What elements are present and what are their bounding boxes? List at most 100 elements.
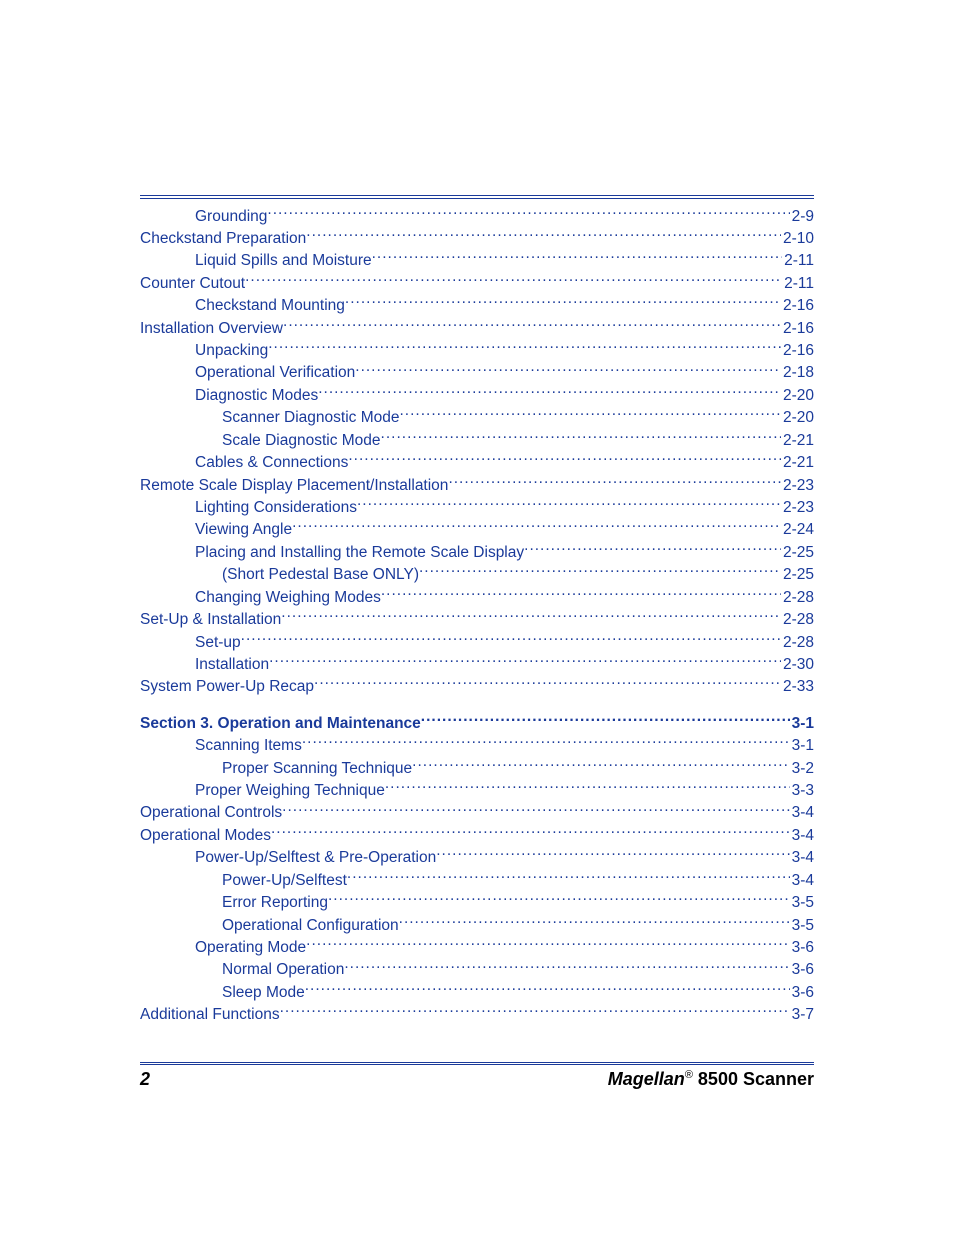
toc-entry-label: Grounding bbox=[195, 207, 267, 228]
document-page: Grounding 2-9Checkstand Preparation 2-10… bbox=[0, 0, 954, 1235]
toc-entry[interactable]: Scanning Items 3-1 bbox=[140, 735, 814, 757]
toc-leader-dots bbox=[245, 272, 782, 288]
toc-entry-page: 3-1 bbox=[790, 736, 814, 757]
toc-entry[interactable]: Diagnostic Modes 2-20 bbox=[140, 384, 814, 406]
toc-entry-page: 3-6 bbox=[790, 960, 814, 981]
toc-leader-dots bbox=[448, 474, 781, 490]
toc-entry-page: 2-28 bbox=[781, 633, 814, 654]
toc-leader-dots bbox=[268, 340, 781, 356]
toc-entry[interactable]: Viewing Angle 2-24 bbox=[140, 519, 814, 541]
toc-leader-dots bbox=[348, 452, 781, 468]
toc-leader-dots bbox=[328, 892, 790, 908]
toc-entry-page: 2-20 bbox=[781, 408, 814, 429]
toc-entry-label: System Power-Up Recap bbox=[140, 677, 314, 698]
toc-entry-page: 3-4 bbox=[790, 803, 814, 824]
toc-entry-page: 3-4 bbox=[790, 826, 814, 847]
toc-entry[interactable]: Scale Diagnostic Mode 2-21 bbox=[140, 429, 814, 451]
toc-leader-dots bbox=[381, 586, 781, 602]
toc-leader-dots bbox=[306, 227, 781, 243]
toc-entry[interactable]: Operating Mode 3-6 bbox=[140, 937, 814, 959]
toc-entry[interactable]: Section 3. Operation and Maintenance 3-1 bbox=[140, 712, 814, 734]
toc-entry[interactable]: Installation Overview 2-16 bbox=[140, 317, 814, 339]
toc-leader-dots bbox=[421, 712, 790, 728]
toc-entry[interactable]: Installation 2-30 bbox=[140, 653, 814, 675]
toc-entry[interactable]: Operational Modes 3-4 bbox=[140, 824, 814, 846]
toc-entry[interactable]: Error Reporting 3-5 bbox=[140, 892, 814, 914]
toc-entry-page: 2-23 bbox=[781, 498, 814, 519]
toc-entry-page: 3-5 bbox=[790, 893, 814, 914]
toc-entry-page: 3-2 bbox=[790, 759, 814, 780]
toc-leader-dots bbox=[306, 937, 789, 953]
toc-entry-page: 2-16 bbox=[781, 319, 814, 340]
toc-entry[interactable]: Checkstand Mounting 2-16 bbox=[140, 295, 814, 317]
toc-leader-dots bbox=[400, 407, 781, 423]
toc-entry[interactable]: Lighting Considerations 2-23 bbox=[140, 496, 814, 518]
toc-leader-dots bbox=[269, 653, 781, 669]
toc-entry[interactable]: Operational Controls 3-4 bbox=[140, 802, 814, 824]
toc-entry-label: Operational Configuration bbox=[222, 916, 399, 937]
toc-entry[interactable]: Placing and Installing the Remote Scale … bbox=[140, 541, 814, 563]
toc-section-gap bbox=[140, 698, 814, 712]
toc-entry[interactable]: Unpacking 2-16 bbox=[140, 340, 814, 362]
page-footer: 2 Magellan® 8500 Scanner bbox=[140, 1062, 814, 1090]
toc-entry[interactable]: Cables & Connections 2-21 bbox=[140, 452, 814, 474]
toc-entry[interactable]: (Short Pedestal Base ONLY) 2-25 bbox=[140, 564, 814, 586]
toc-entry-page: 3-1 bbox=[790, 714, 814, 735]
toc-entry[interactable]: Changing Weighing Modes 2-28 bbox=[140, 586, 814, 608]
toc-entry[interactable]: Power-Up/Selftest 3-4 bbox=[140, 869, 814, 891]
toc-entry-label: Installation Overview bbox=[140, 319, 283, 340]
toc-entry-page: 2-21 bbox=[781, 453, 814, 474]
footer-brand: Magellan bbox=[608, 1069, 685, 1089]
toc-leader-dots bbox=[381, 429, 781, 445]
toc-entry[interactable]: Proper Weighing Technique 3-3 bbox=[140, 780, 814, 802]
toc-leader-dots bbox=[344, 959, 789, 975]
toc-entry-page: 3-3 bbox=[790, 781, 814, 802]
toc-entry-label: Sleep Mode bbox=[222, 983, 305, 1004]
top-divider bbox=[140, 195, 814, 199]
toc-entry-page: 2-11 bbox=[782, 274, 814, 295]
toc-entry-label: Checkstand Mounting bbox=[195, 296, 345, 317]
toc-entry-page: 3-4 bbox=[790, 848, 814, 869]
toc-leader-dots bbox=[399, 914, 790, 930]
toc-entry[interactable]: Checkstand Preparation 2-10 bbox=[140, 227, 814, 249]
toc-entry-label: (Short Pedestal Base ONLY) bbox=[222, 565, 419, 586]
toc-entry-label: Proper Weighing Technique bbox=[195, 781, 385, 802]
toc-entry[interactable]: Operational Verification 2-18 bbox=[140, 362, 814, 384]
toc-entry-label: Power-Up/Selftest & Pre-Operation bbox=[195, 848, 436, 869]
toc-entry-page: 2-33 bbox=[781, 677, 814, 698]
toc-entry-label: Power-Up/Selftest bbox=[222, 871, 347, 892]
toc-entry[interactable]: Power-Up/Selftest & Pre-Operation 3-4 bbox=[140, 847, 814, 869]
toc-entry[interactable]: Operational Configuration 3-5 bbox=[140, 914, 814, 936]
toc-entry-page: 3-6 bbox=[790, 983, 814, 1004]
toc-entry-page: 2-16 bbox=[781, 341, 814, 362]
toc-entry-label: Operating Mode bbox=[195, 938, 306, 959]
toc-entry[interactable]: Normal Operation 3-6 bbox=[140, 959, 814, 981]
toc-entry[interactable]: Sleep Mode 3-6 bbox=[140, 981, 814, 1003]
toc-entry-label: Scanning Items bbox=[195, 736, 302, 757]
toc-entry-label: Set-Up & Installation bbox=[140, 610, 281, 631]
toc-entry-label: Changing Weighing Modes bbox=[195, 588, 381, 609]
toc-entry[interactable]: Additional Functions 3-7 bbox=[140, 1004, 814, 1026]
toc-entry-page: 2-10 bbox=[781, 229, 814, 250]
toc-leader-dots bbox=[292, 519, 781, 535]
toc-entry-label: Lighting Considerations bbox=[195, 498, 357, 519]
toc-entry-label: Operational Modes bbox=[140, 826, 271, 847]
toc-leader-dots bbox=[357, 496, 781, 512]
toc-entry-label: Remote Scale Display Placement/Installat… bbox=[140, 476, 448, 497]
toc-leader-dots bbox=[318, 384, 781, 400]
toc-entry-label: Checkstand Preparation bbox=[140, 229, 306, 250]
toc-entry[interactable]: Proper Scanning Technique 3-2 bbox=[140, 757, 814, 779]
toc-entry-page: 2-16 bbox=[781, 296, 814, 317]
toc-entry[interactable]: Remote Scale Display Placement/Installat… bbox=[140, 474, 814, 496]
toc-leader-dots bbox=[436, 847, 789, 863]
toc-entry[interactable]: Liquid Spills and Moisture 2-11 bbox=[140, 250, 814, 272]
toc-entry[interactable]: Set-up 2-28 bbox=[140, 631, 814, 653]
toc-entry[interactable]: Scanner Diagnostic Mode 2-20 bbox=[140, 407, 814, 429]
toc-entry-page: 3-4 bbox=[790, 871, 814, 892]
toc-entry[interactable]: Counter Cutout 2-11 bbox=[140, 272, 814, 294]
toc-entry-page: 2-11 bbox=[782, 251, 814, 272]
toc-entry[interactable]: Set-Up & Installation 2-28 bbox=[140, 609, 814, 631]
toc-entry[interactable]: Grounding 2-9 bbox=[140, 205, 814, 227]
toc-entry-label: Operational Verification bbox=[195, 363, 355, 384]
toc-entry[interactable]: System Power-Up Recap 2-33 bbox=[140, 676, 814, 698]
